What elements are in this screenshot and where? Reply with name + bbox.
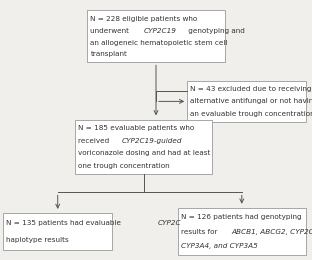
- Bar: [178, 208, 306, 255]
- Bar: [75, 120, 212, 174]
- Bar: [87, 10, 225, 62]
- Text: CYP3A4, and CYP3A5: CYP3A4, and CYP3A5: [181, 243, 258, 249]
- Text: an allogeneic hematopoietic stem cell: an allogeneic hematopoietic stem cell: [90, 40, 228, 45]
- Text: N = 228 eligible patients who: N = 228 eligible patients who: [90, 16, 198, 22]
- Text: transplant: transplant: [90, 51, 127, 57]
- Text: received: received: [78, 138, 111, 144]
- Bar: [3, 213, 112, 250]
- Text: CYP2C19: CYP2C19: [144, 28, 177, 34]
- Text: genotyping and: genotyping and: [186, 28, 245, 34]
- Text: N = 185 evaluable patients who: N = 185 evaluable patients who: [78, 125, 194, 131]
- Text: haplotype results: haplotype results: [6, 237, 69, 243]
- Text: N = 43 excluded due to receiving an: N = 43 excluded due to receiving an: [190, 86, 312, 92]
- Text: results for: results for: [181, 229, 220, 235]
- Text: one trough concentration: one trough concentration: [78, 163, 170, 169]
- Text: ABCB1, ABCG2, CYP2C9,: ABCB1, ABCG2, CYP2C9,: [231, 229, 312, 235]
- Text: N = 135 patients had evaluable: N = 135 patients had evaluable: [6, 220, 124, 226]
- Text: CYP2C: CYP2C: [158, 220, 181, 226]
- Text: CYP2C19-guided: CYP2C19-guided: [121, 138, 182, 144]
- Text: underwent: underwent: [90, 28, 132, 34]
- Text: an evaluable trough concentration: an evaluable trough concentration: [190, 111, 312, 117]
- Text: voriconazole dosing and had at least: voriconazole dosing and had at least: [78, 150, 210, 156]
- Text: N = 126 patients had genotyping: N = 126 patients had genotyping: [181, 214, 302, 220]
- Bar: [187, 81, 306, 122]
- Text: alternative antifungal or not having: alternative antifungal or not having: [190, 98, 312, 105]
